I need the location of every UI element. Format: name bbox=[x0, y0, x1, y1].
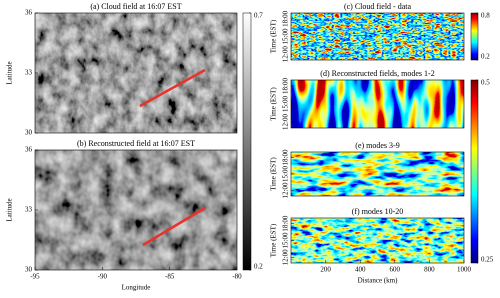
image-texture bbox=[291, 80, 464, 128]
colorbar-tick-label: 0.2 bbox=[254, 263, 263, 271]
colorbar bbox=[242, 12, 252, 271]
transect-line bbox=[139, 68, 206, 108]
x-axis-label: Distance (km) bbox=[358, 277, 399, 285]
colorbar-tick-label: 0.25 bbox=[481, 256, 494, 264]
x-tick-label: -85 bbox=[165, 273, 175, 281]
colorbar-tick-label: 0.2 bbox=[481, 53, 490, 61]
y-axis-label: Time (EST) bbox=[270, 157, 278, 191]
image-texture bbox=[35, 150, 237, 270]
colorbar bbox=[470, 12, 479, 61]
y-axis-label: Latitude bbox=[6, 198, 14, 221]
panel-title: (e) modes 3-9 bbox=[355, 141, 399, 150]
y-tick-label: 12:00 bbox=[282, 114, 290, 130]
x-tick-label: 400 bbox=[355, 266, 366, 274]
panel-title: (b) Reconstructed field at 16:07 EST bbox=[77, 139, 195, 148]
y-tick-label: 18:00 bbox=[282, 10, 290, 26]
y-tick-label: 12:00 bbox=[282, 249, 290, 265]
image-texture bbox=[291, 152, 464, 196]
x-tick-label: -90 bbox=[98, 273, 108, 281]
x-tick-label: 600 bbox=[390, 266, 401, 274]
y-axis-label: Latitude bbox=[6, 61, 14, 84]
y-tick-label: 33 bbox=[25, 206, 33, 214]
y-tick-label: 15:00 bbox=[282, 96, 290, 112]
y-tick-label: 36 bbox=[25, 146, 33, 154]
panel-title: (d) Reconstructed fields, modes 1-2 bbox=[320, 69, 434, 78]
y-tick-label: 33 bbox=[25, 69, 33, 77]
y-axis-label: Time (EST) bbox=[270, 223, 278, 257]
y-axis-label: Time (EST) bbox=[270, 19, 278, 53]
panel-title: (c) Cloud field - data bbox=[344, 2, 412, 11]
panel-title: (a) Cloud field at 16:07 EST bbox=[90, 2, 181, 11]
x-tick-label: 800 bbox=[424, 266, 435, 274]
x-tick-label: 200 bbox=[320, 266, 331, 274]
y-tick-label: 30 bbox=[25, 129, 33, 137]
y-tick-label: 18:00 bbox=[282, 149, 290, 165]
x-tick-label: -80 bbox=[232, 273, 242, 281]
panel-title: (f) modes 10-20 bbox=[352, 207, 404, 216]
x-axis-label: Longitude bbox=[122, 284, 151, 292]
y-tick-label: 15:00 bbox=[282, 232, 290, 248]
y-tick-label: 15:00 bbox=[282, 166, 290, 182]
y-tick-label: 30 bbox=[25, 266, 33, 274]
image-texture bbox=[291, 13, 464, 60]
y-tick-label: 12:00 bbox=[282, 182, 290, 198]
image-texture bbox=[35, 13, 237, 133]
x-tick-label: 1000 bbox=[457, 266, 472, 274]
y-tick-label: 18:00 bbox=[282, 215, 290, 231]
colorbar-tick-label: 0.5 bbox=[481, 79, 490, 87]
y-tick-label: 15:00 bbox=[282, 28, 290, 44]
image-texture bbox=[291, 218, 464, 263]
y-tick-label: 18:00 bbox=[282, 78, 290, 94]
colorbar-tick-label: 0.7 bbox=[254, 12, 263, 20]
transect-line bbox=[142, 206, 206, 247]
colorbar bbox=[470, 79, 479, 264]
colorbar-tick-label: 0.8 bbox=[481, 12, 490, 20]
y-tick-label: 12:00 bbox=[282, 46, 290, 62]
y-axis-label: Time (EST) bbox=[270, 87, 278, 121]
y-tick-label: 36 bbox=[25, 9, 33, 17]
x-tick-label: -95 bbox=[30, 273, 40, 281]
